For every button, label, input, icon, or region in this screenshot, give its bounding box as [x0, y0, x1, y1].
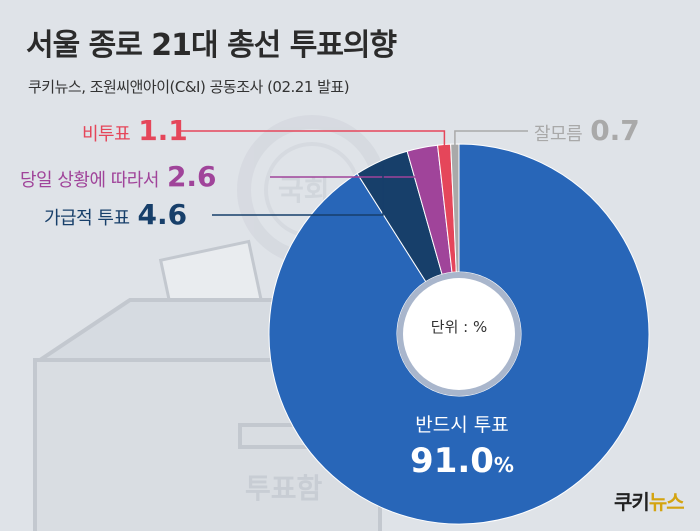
leader-line-not-vote — [178, 130, 446, 149]
slice-label-dont-know: 잘모름 0.7 — [534, 114, 640, 147]
ballot-box-text: 투표함 — [245, 472, 323, 505]
slice-name: 비투표 — [82, 124, 131, 145]
slice-label-not-vote: 비투표 1.1 — [82, 114, 188, 147]
slice-label-if-possible: 가급적 투표 4.6 — [44, 198, 187, 231]
slice-value-unit: % — [493, 453, 514, 477]
brand-prefix: 쿠키 — [614, 490, 650, 514]
slice-must-vote — [268, 143, 650, 525]
page-title: 서울 종로 21대 총선 투표의향 — [26, 28, 397, 63]
leader-line-depending — [270, 151, 424, 178]
leader-line-dont-know — [454, 130, 528, 149]
slice-name: 잘모름 — [534, 124, 583, 145]
brand-logo: 쿠키뉴스 — [614, 486, 685, 515]
unit-label: 단위 : % — [430, 318, 488, 336]
slice-label-depending: 당일 상황에 따라서 2.6 — [20, 160, 217, 193]
donut-hole — [403, 278, 515, 390]
slice-name: 가급적 투표 — [44, 208, 130, 229]
leader-line-if-possible — [212, 164, 384, 216]
slice-value: 2.6 — [166, 160, 217, 193]
slice-name: 반드시 투표 — [415, 414, 509, 436]
slice-value: 4.6 — [137, 198, 188, 231]
slice-value: 1.1 — [138, 114, 188, 147]
slice-label-must-vote: 반드시 투표 91.0% — [392, 410, 532, 481]
seal-stamp-text: 국회 — [278, 174, 330, 207]
brand-accent: 뉴스 — [648, 490, 685, 514]
slice-value: 91.0% — [392, 441, 532, 481]
page-subtitle: 쿠키뉴스, 조원씨앤아이(C&I) 공동조사 (02.21 발표) — [28, 78, 350, 96]
slice-value-number: 91.0 — [410, 441, 494, 481]
slice-value: 0.7 — [590, 114, 640, 147]
slice-name: 당일 상황에 따라서 — [20, 170, 159, 191]
